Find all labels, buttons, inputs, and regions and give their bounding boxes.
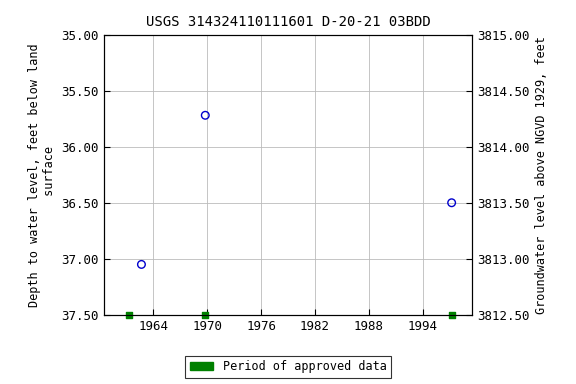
Y-axis label: Groundwater level above NGVD 1929, feet: Groundwater level above NGVD 1929, feet [535,36,548,314]
Title: USGS 314324110111601 D-20-21 03BDD: USGS 314324110111601 D-20-21 03BDD [146,15,430,29]
Point [200,312,210,318]
Point [137,262,146,268]
Point [447,312,456,318]
Point [200,112,210,118]
Y-axis label: Depth to water level, feet below land
 surface: Depth to water level, feet below land su… [28,43,56,306]
Legend: Period of approved data: Period of approved data [185,356,391,378]
Point [447,200,456,206]
Point [124,312,134,318]
